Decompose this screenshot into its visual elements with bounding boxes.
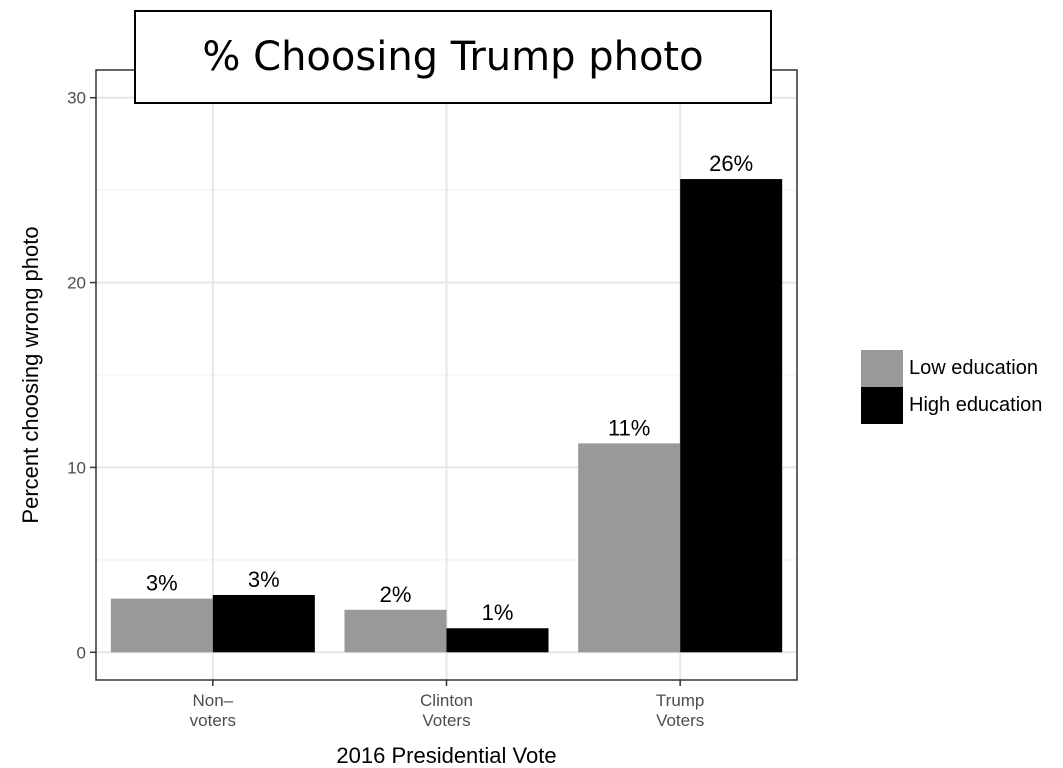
data-label: 26% [709, 151, 753, 176]
chart-title: % Choosing Trump photo [134, 10, 772, 104]
legend-label-low-education: Low education [909, 357, 1038, 379]
data-label: 11% [608, 415, 650, 440]
legend-label-high-education: High education [909, 394, 1043, 416]
data-label: 3% [146, 571, 178, 596]
legend-item-high-education: High education [861, 387, 1042, 424]
x-axis-title: 2016 Presidential Vote [336, 743, 556, 768]
legend-swatch-high-education [861, 387, 903, 424]
legend-item-low-education: Low education [861, 350, 1042, 387]
y-tick-label: 20 [67, 274, 86, 293]
legend: Low education High education [861, 350, 1042, 424]
bar [446, 628, 549, 653]
bars: 3% 2% 11% 3% 1% 26% [110, 151, 783, 653]
axes: 0 10 20 30 Non– voters Clinton Voters Trump Voter… [67, 89, 704, 730]
y-tick-label: 0 [77, 643, 86, 662]
data-label: 1% [482, 600, 514, 625]
bar [110, 598, 213, 653]
data-label: 3% [248, 567, 280, 592]
x-tick-label: Trump Voters [656, 691, 705, 730]
y-axis-title: Percent choosing wrong photo [18, 226, 43, 523]
bar [344, 609, 447, 653]
x-tick-label: Non– voters [190, 691, 236, 730]
legend-swatch-low-education [861, 350, 903, 387]
bar [578, 443, 681, 653]
y-tick-label: 10 [67, 458, 86, 477]
data-label: 2% [380, 582, 412, 607]
bar [680, 179, 783, 653]
bar [212, 594, 315, 653]
y-tick-label: 30 [67, 89, 86, 108]
x-tick-label: Clinton Voters [420, 691, 473, 730]
